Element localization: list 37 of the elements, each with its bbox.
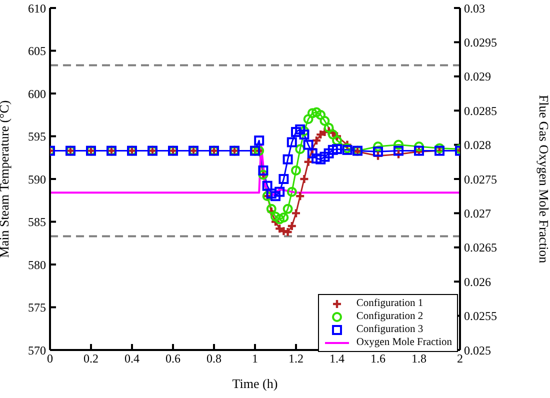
x-tick-label: 1 [252,352,258,366]
x-axis-title: Time (h) [232,376,278,391]
x-tick-label: 1.6 [370,352,386,366]
y2-axis-title: Flue Gas Oxygen Mole Fraction [536,94,550,264]
legend-label: Configuration 2 [356,310,424,323]
y2-tick-label: 0.028 [464,138,491,152]
y-tick-label: 590 [28,172,46,186]
y-tick-label: 585 [28,215,46,230]
y2-tick-label: 0.025 [464,343,491,358]
y2-tick-label: 0.03 [464,1,485,16]
x-tick-label: 0.4 [124,352,140,366]
x-tick-label: 0.6 [166,352,180,366]
y-tick-label: 580 [28,258,46,272]
y2-tick-label: 0.0275 [464,172,497,186]
y2-tick-label: 0.0255 [464,309,497,324]
y-tick-label: 575 [28,300,46,315]
x-tick-label: 1.8 [412,352,426,366]
y2-tick-label: 0.0295 [464,35,497,50]
y-tick-label: 600 [28,86,46,101]
x-tick-label: 0 [47,352,53,366]
y2-tick-label: 0.0285 [464,104,497,118]
y2-tick-label: 0.0265 [464,240,497,255]
y2-tick-label: 0.027 [464,206,491,220]
y-tick-label: 570 [28,343,46,358]
y-tick-label: 605 [28,44,46,58]
legend-label: Configuration 1 [356,297,424,310]
legend-label: Configuration 3 [356,323,424,336]
x-tick-label: 2 [457,352,463,366]
x-tick-label: 0.8 [206,352,222,366]
y-tick-label: 610 [28,1,46,16]
y2-tick-label: 0.026 [464,274,491,289]
legend-label: Oxygen Mole Fraction [356,336,452,349]
x-tick-label: 1.2 [288,352,304,366]
y-tick-label: 595 [28,130,46,144]
x-tick-label: 0.2 [84,352,98,366]
x-tick-label: 1.4 [330,352,344,366]
y2-tick-label: 0.029 [464,70,491,84]
